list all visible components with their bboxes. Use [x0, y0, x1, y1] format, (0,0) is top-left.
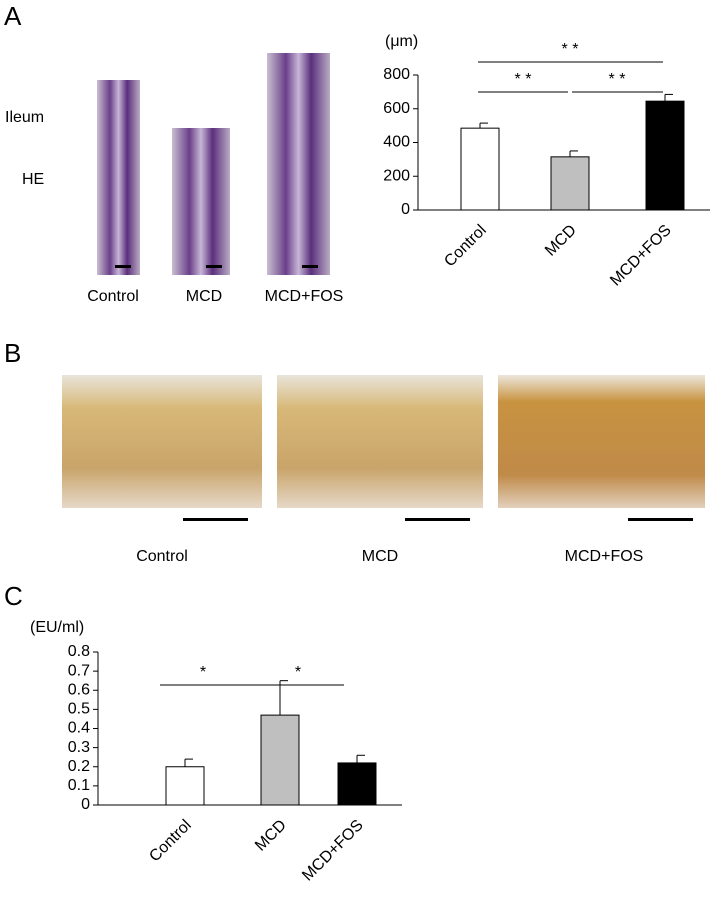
caption: MCD	[186, 288, 222, 305]
caption: Control	[87, 288, 139, 305]
panel-label: B	[4, 338, 21, 368]
y-tick-label: 0.7	[68, 662, 90, 679]
caption: MCD+FOS	[565, 548, 644, 565]
x-tick-label: MCD	[252, 817, 290, 855]
x-tick-label: Control	[146, 817, 195, 866]
row-label: Ileum	[5, 109, 44, 126]
y-tick-label: 0.5	[68, 701, 90, 718]
y-tick-label: 0	[81, 796, 90, 813]
y-tick-label: 800	[383, 66, 410, 83]
y-tick-label: 0	[401, 201, 410, 218]
y-tick-label: 0.3	[68, 739, 90, 756]
y-axis-label: (EU/ml)	[30, 619, 84, 636]
significance-label: *	[295, 664, 301, 681]
bar	[550, 156, 590, 211]
y-tick-label: 400	[383, 134, 410, 151]
y-tick-label: 0.2	[68, 758, 90, 775]
micrographs-b	[62, 375, 705, 521]
bar	[645, 100, 685, 211]
y-tick-label: 0.1	[68, 777, 90, 794]
x-tick-label: MCD	[542, 222, 580, 260]
x-tick-label: MCD+FOS	[299, 817, 367, 885]
significance-label: * *	[562, 41, 579, 58]
y-tick-label: 0.4	[68, 720, 90, 737]
panel-label: C	[4, 581, 23, 611]
bar	[165, 766, 205, 806]
y-tick-label: 600	[383, 100, 410, 117]
caption: MCD	[362, 548, 398, 565]
x-tick-label: Control	[441, 222, 490, 271]
micrographs-a	[97, 53, 330, 275]
y-tick-label: 200	[383, 167, 410, 184]
x-tick-label: MCD+FOS	[607, 222, 675, 290]
row-label: HE	[22, 171, 44, 188]
bar	[460, 127, 500, 211]
y-axis-label: (μm)	[385, 33, 418, 50]
caption: MCD+FOS	[265, 288, 344, 305]
y-tick-label: 0.6	[68, 681, 90, 698]
bar	[337, 762, 377, 806]
significance-label: * *	[609, 71, 626, 88]
significance-label: *	[200, 664, 206, 681]
y-tick-label: 0.8	[68, 643, 90, 660]
significance-label: * *	[515, 71, 532, 88]
panel-label: A	[4, 1, 22, 31]
bar	[260, 714, 300, 806]
caption: Control	[136, 548, 188, 565]
